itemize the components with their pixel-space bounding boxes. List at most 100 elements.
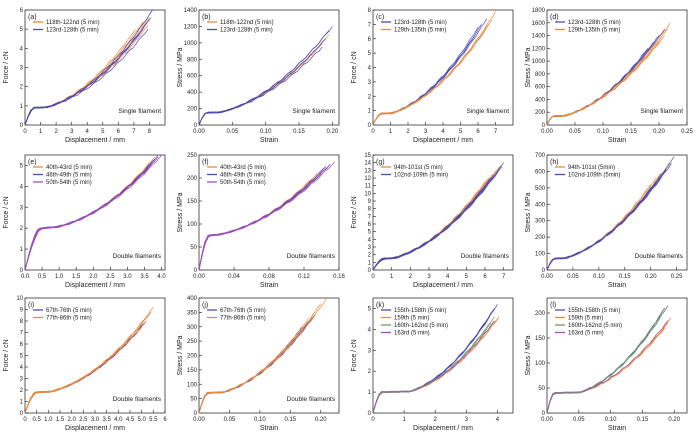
x-tick-label: 0.12 xyxy=(298,274,310,280)
y-axis-label: Force / cN xyxy=(351,51,358,83)
series-line xyxy=(372,320,495,414)
legend-entry: 123rd-128th (5 min) xyxy=(46,28,99,34)
y-tick-label: 6 xyxy=(368,37,372,43)
y-axis-label: Stress / MPa xyxy=(177,47,184,87)
y-tick-label: 9 xyxy=(368,199,372,205)
legend-entry: 129th-135th (5 min) xyxy=(568,28,620,34)
y-axis-label: Stress / MPa xyxy=(525,335,532,375)
legend-entry: 77th-86th (5 min) xyxy=(220,316,266,322)
x-tick-label: 0.15 xyxy=(619,274,631,280)
plot-frame xyxy=(372,297,514,414)
x-tick-label: 5.5 xyxy=(149,417,158,423)
y-tick-label: 2 xyxy=(368,369,372,375)
y-tick-label: 4 xyxy=(20,46,24,52)
y-axis-label: Force / cN xyxy=(3,339,10,371)
series-line xyxy=(372,304,498,414)
series-line xyxy=(372,11,496,126)
y-tick-label: 1 xyxy=(20,104,24,110)
series-line xyxy=(198,297,328,414)
x-tick-label: 3 xyxy=(465,417,469,423)
x-axis-label: Displacement / mm xyxy=(65,425,125,432)
series-line xyxy=(198,163,331,271)
x-tick-label: 0.15 xyxy=(293,129,305,135)
x-tick-label: 2.5 xyxy=(106,274,115,280)
panel-label: (j) xyxy=(202,302,208,309)
x-tick-label: 0.10 xyxy=(254,417,266,423)
plot-frame xyxy=(24,154,166,271)
x-tick-label: 3.5 xyxy=(102,417,111,423)
y-tick-label: 1000 xyxy=(532,59,546,65)
x-tick-label: 0.25 xyxy=(671,274,683,280)
x-tick-label: 1.5 xyxy=(56,417,65,423)
legend-entry: 67th-76th (5 min) xyxy=(220,308,266,314)
y-tick-label: 0 xyxy=(542,268,546,274)
chart-panel-j: 0.00 0.05 0.10 0.15 0.20 0 50 100 150 200 250 300 35… xyxy=(177,296,340,432)
y-tick-label: 200 xyxy=(535,311,546,317)
series-line xyxy=(24,28,149,126)
panel-label: (b) xyxy=(202,14,211,21)
x-tick-label: 6 xyxy=(483,274,487,280)
legend-entry: 67th-76th (5 min) xyxy=(46,308,92,314)
x-tick-label: 0.00 xyxy=(541,129,553,135)
x-tick-label: 1 xyxy=(390,274,394,280)
series-line xyxy=(546,163,672,271)
x-tick-label: 1 xyxy=(39,129,43,135)
y-tick-label: 200 xyxy=(535,235,546,241)
x-tick-label: 1 xyxy=(389,129,393,135)
plot-frame xyxy=(546,9,688,126)
x-tick-label: 6 xyxy=(117,129,121,135)
legend-entry: 155th-158th (5 min) xyxy=(394,308,446,314)
x-axis-label: Strain xyxy=(608,282,626,289)
series-line xyxy=(546,322,669,414)
y-tick-label: 12 xyxy=(364,176,371,182)
y-tick-label: 2 xyxy=(368,253,372,259)
y-tick-label: 2 xyxy=(20,85,24,91)
chart-panel-e: 0.0 0.5 1.0 1.5 2.0 2.5 3.0 3.5 4.0 0 1 2 3 4 5 Displac… xyxy=(3,154,166,289)
legend-entry: 155th-158th (5 min) xyxy=(568,308,620,314)
y-tick-label: 200 xyxy=(187,107,198,113)
x-tick-label: 3 xyxy=(427,274,431,280)
series-line xyxy=(372,316,500,414)
y-tick-label: 600 xyxy=(535,169,546,175)
x-tick-label: 0.05 xyxy=(567,274,579,280)
x-axis-label: Displacement / mm xyxy=(413,282,473,289)
x-axis-label: Displacement / mm xyxy=(65,282,125,289)
y-tick-label: 5 xyxy=(368,306,372,312)
panel-label: (i) xyxy=(28,302,34,309)
y-tick-label: 8 xyxy=(368,207,372,213)
legend-entry: 118th-122nd (5 min) xyxy=(220,20,274,26)
panel-label: (d) xyxy=(550,14,559,21)
y-tick-label: 250 xyxy=(187,153,198,159)
y-tick-label: 300 xyxy=(535,219,546,225)
y-tick-label: 6 xyxy=(20,342,24,348)
y-axis-label: Stress / MPa xyxy=(177,192,184,232)
x-tick-label: 0.20 xyxy=(645,274,657,280)
legend-entry: 50th-54th (5 min) xyxy=(46,180,92,186)
y-tick-label: 800 xyxy=(187,57,198,63)
annotation-label: Double filaments xyxy=(113,396,162,403)
series-line xyxy=(546,305,669,414)
legend-entry: 94th-101st (5 min) xyxy=(394,165,443,171)
y-tick-label: 150 xyxy=(187,199,198,205)
plot-frame xyxy=(546,154,688,271)
x-tick-label: 4 xyxy=(441,129,445,135)
y-tick-label: 300 xyxy=(187,325,198,331)
y-tick-label: 0 xyxy=(20,411,24,417)
series-line xyxy=(546,320,669,414)
series-line xyxy=(372,329,486,414)
series-line xyxy=(546,322,656,414)
x-tick-label: 1.0 xyxy=(44,417,53,423)
x-tick-label: 0.00 xyxy=(193,129,205,135)
y-tick-label: 1000 xyxy=(184,41,198,47)
x-tick-label: 0 xyxy=(371,129,375,135)
legend-entry: 118th-122nd (5 min) xyxy=(46,20,100,26)
panel-label: (a) xyxy=(28,14,37,21)
legend-entry: 40th-43rd (5 min) xyxy=(220,165,266,171)
y-tick-label: 3 xyxy=(20,377,24,383)
chart-panel-d: 0.00 0.05 0.10 0.15 0.20 0.25 0 200 400 600 800 100… xyxy=(525,8,693,144)
y-axis-label: Force / cN xyxy=(351,339,358,371)
x-tick-label: 7 xyxy=(132,129,136,135)
x-tick-label: 2 xyxy=(406,129,410,135)
plot-frame xyxy=(198,9,340,126)
series-line xyxy=(24,9,153,126)
